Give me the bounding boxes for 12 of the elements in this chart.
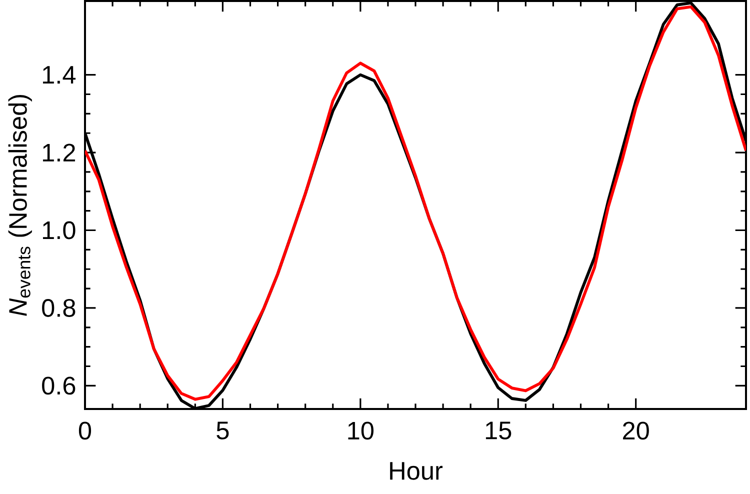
- x-tick-label: 15: [486, 422, 512, 440]
- y-tick-label: 1.0: [43, 221, 76, 240]
- y-tick-label: 1.2: [43, 144, 76, 162]
- x-tick-label: 5: [216, 422, 229, 440]
- y-tick-label: 1.4: [43, 66, 76, 84]
- x-tick-label: 10: [348, 422, 374, 440]
- x-tick-label: 20: [623, 422, 649, 440]
- y-tick-label: 0.8: [42, 299, 76, 317]
- y-tick-label: 0.6: [42, 376, 76, 395]
- x-axis-title: Hour: [390, 462, 443, 480]
- y-axis-title: N$_{events}$ (Normalised): [8, 94, 32, 316]
- x-tick-label: 0: [78, 422, 92, 440]
